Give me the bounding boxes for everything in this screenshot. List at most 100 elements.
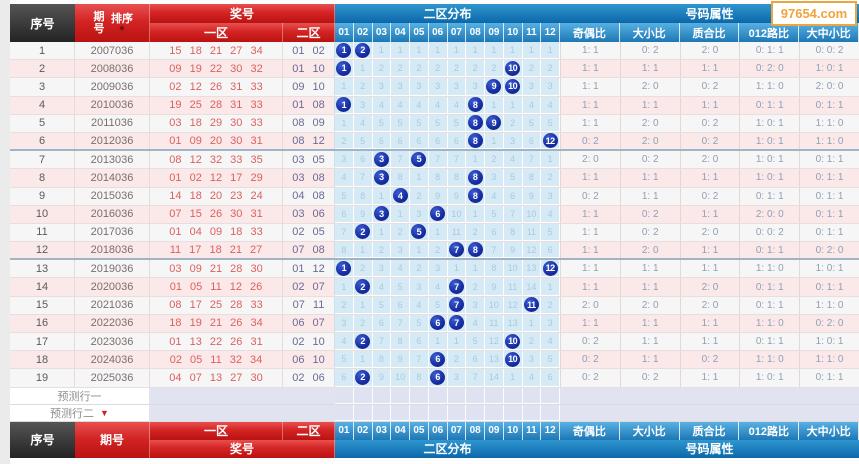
- miss-count: 7: [472, 372, 478, 383]
- prediction-distribution-cell[interactable]: [428, 387, 448, 404]
- attribute-cell: 2: 0: [619, 242, 680, 259]
- prediction-distribution-cell[interactable]: [372, 404, 392, 421]
- header-period-sort[interactable]: 期号 排序 ◆: [75, 4, 150, 42]
- prediction-distribution-cell[interactable]: [335, 404, 354, 421]
- serial-cell: 16: [10, 314, 75, 332]
- attribute-cell: 1: 1: [619, 351, 680, 369]
- attribute-cell: 0: 2: [560, 132, 620, 150]
- prediction-distribution-cell[interactable]: [353, 404, 373, 421]
- distribution-cell: 9: [485, 78, 504, 96]
- miss-count: 4: [378, 99, 384, 110]
- drawn-ball: 7: [448, 242, 464, 258]
- distribution-cell: 1: [466, 151, 485, 169]
- distribution-cell: 5: [353, 132, 373, 150]
- distribution-cell: 1: [410, 169, 429, 187]
- distribution-cell: 6: [541, 242, 560, 259]
- attribute-cell: 0: 2: [560, 351, 620, 369]
- drawn-ball: 10: [505, 351, 521, 367]
- serial-cell: 19: [10, 369, 75, 387]
- table-header: 序号 期号 排序 ◆ 奖号 一区 二区 二区分布 01 02: [10, 4, 859, 42]
- miss-count: 12: [507, 299, 518, 310]
- distribution-cell: 9: [353, 205, 373, 223]
- attribute-cell: 2: 0: [619, 132, 680, 150]
- distribution-cell: 4: [391, 187, 410, 205]
- distribution-cell: 2: [372, 60, 392, 78]
- distribution-cell: 5: [391, 114, 410, 132]
- prediction-distribution-cell[interactable]: [410, 404, 429, 421]
- distribution-cell: 7: [503, 205, 523, 223]
- distribution-cell: 8: [353, 187, 373, 205]
- attribute-cell: 0: 2: [619, 205, 680, 223]
- prediction-distribution-cell[interactable]: [522, 387, 542, 404]
- distribution-cell: 6: [372, 132, 392, 150]
- prediction-distribution-cell[interactable]: [503, 404, 523, 421]
- prediction-distribution-cell[interactable]: [466, 387, 485, 404]
- attribute-column-header: 奇偶比: [560, 23, 620, 42]
- prediction-distribution-cell[interactable]: [522, 404, 542, 421]
- attribute-cell: 1: 1: [619, 314, 680, 332]
- header-sort-control[interactable]: 排序 ◆: [111, 13, 133, 33]
- prediction-distribution-cell[interactable]: [447, 404, 467, 421]
- miss-count: 2: [453, 354, 459, 365]
- prediction-distribution-cell[interactable]: [391, 387, 410, 404]
- distribution-cell: 11: [522, 223, 542, 242]
- prediction-distribution-cell[interactable]: [541, 404, 560, 421]
- attribute-cell: 1: 0: 1: [739, 151, 799, 169]
- distribution-cell: 1: [372, 42, 392, 60]
- miss-count: 3: [528, 354, 534, 365]
- footer-distribution-group: 01 02 03 04 05 06 07 08 09 10 11 12 二区分布: [335, 421, 560, 458]
- ball-column-header: 02: [353, 421, 373, 440]
- miss-count: 1: [472, 154, 478, 165]
- distribution-cell: 4: [372, 96, 392, 114]
- distribution-cell: 8: [466, 242, 485, 259]
- prediction-distribution-cell[interactable]: [372, 387, 392, 404]
- prediction-distribution-cell[interactable]: [485, 387, 504, 404]
- distribution-cell: 5: [541, 223, 560, 242]
- distribution-cell: 6: [428, 314, 448, 332]
- miss-count: 3: [341, 154, 347, 165]
- serial-cell: 4: [10, 96, 75, 114]
- distribution-cell: 2: [447, 60, 467, 78]
- distribution-cell: 9: [485, 114, 504, 132]
- miss-count: 12: [488, 336, 499, 347]
- miss-count: 6: [416, 336, 422, 347]
- serial-cell: 11: [10, 223, 75, 242]
- prediction-distribution-cell[interactable]: [447, 387, 467, 404]
- miss-count: 1: [453, 336, 459, 347]
- attribute-cell: 0: 2: [679, 78, 740, 96]
- distribution-cell: 3: [391, 78, 410, 96]
- prediction-distribution-cell[interactable]: [503, 387, 523, 404]
- attribute-cell: 2: 0: 0: [739, 205, 799, 223]
- miss-count: 1: [491, 135, 497, 146]
- distribution-cell: 10: [503, 60, 523, 78]
- zone1-numbers: 01 05 11 12 26: [150, 278, 283, 296]
- prediction-distribution-cell[interactable]: [410, 387, 429, 404]
- ball-column-header: 03: [372, 23, 392, 42]
- prediction-distribution-cell[interactable]: [466, 404, 485, 421]
- attribute-cell: 0: 2: [560, 369, 620, 387]
- prediction-distribution-cell[interactable]: [428, 404, 448, 421]
- miss-count: 6: [341, 372, 347, 383]
- miss-count: 9: [397, 354, 403, 365]
- prediction-distribution-cell[interactable]: [353, 387, 373, 404]
- miss-count: 1: [378, 45, 384, 56]
- distribution-cell: 3: [335, 314, 354, 332]
- drawn-ball: 7: [448, 279, 464, 295]
- prediction-distribution-cell[interactable]: [391, 404, 410, 421]
- prediction-distribution-cell[interactable]: [335, 387, 354, 404]
- distribution-cell: 3: [447, 369, 467, 387]
- site-badge[interactable]: 97654.com: [771, 1, 857, 26]
- attribute-cell: 0: 2: [560, 333, 620, 351]
- miss-count: 8: [341, 244, 347, 255]
- serial-cell: 17: [10, 333, 75, 351]
- prediction-distribution-cell[interactable]: [541, 387, 560, 404]
- prediction-distribution-cell[interactable]: [485, 404, 504, 421]
- distribution-cell: 7: [447, 314, 467, 332]
- prediction-attributes-area: [560, 387, 859, 404]
- miss-count: 1: [435, 226, 441, 237]
- miss-count: 4: [341, 172, 347, 183]
- ball-column-header: 11: [522, 23, 542, 42]
- distribution-cell: 1: [335, 42, 354, 60]
- distribution-cell: 2: [522, 60, 542, 78]
- distribution-cell: 8: [522, 169, 542, 187]
